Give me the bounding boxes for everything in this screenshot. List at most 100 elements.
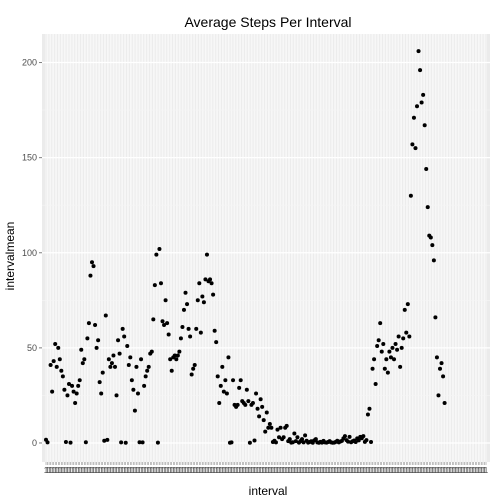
x-tick-label: 1 [231,466,236,475]
x-tick-label: 1 [353,466,358,475]
x-tick-label: 1 [298,466,303,475]
data-point [146,364,151,369]
x-tick-label: 1 [185,466,190,475]
x-tick-label: 1 [65,466,70,475]
x-tick-label: 1 [335,466,340,475]
x-tick-label: 1 [188,466,193,475]
data-point [135,391,140,396]
x-tick-label: 1 [67,466,72,475]
data-point [57,357,62,362]
x-tick-label: 1 [219,466,224,475]
x-tick-label: 1 [306,466,311,475]
x-tick-label: 1 [196,466,201,475]
x-tick-label: 1 [79,466,84,475]
data-point [73,401,78,406]
x-tick-label: 1 [304,466,309,475]
data-point [439,361,444,366]
x-tick-label: 1 [96,466,101,475]
x-tick-label: 1 [314,466,319,475]
x-tick-label: 1 [307,466,312,475]
data-point [277,435,282,440]
x-tick-label: 1 [436,466,441,475]
x-tick-label: 1 [403,466,408,475]
data-point [122,334,127,339]
x-tick-label: 1 [383,466,388,475]
data-point [410,142,415,147]
data-point [367,406,372,411]
data-point [395,347,400,352]
x-tick-label: 1 [137,466,142,475]
data-point [393,342,398,347]
x-tick-label: 1 [386,466,391,475]
data-point [68,440,73,445]
x-tick-label: 1 [100,466,105,475]
x-tick-label: 1 [415,466,420,475]
x-tick-label: 1 [315,466,320,475]
x-tick-label: 1 [148,466,153,475]
data-point [438,366,443,371]
data-point [281,435,286,440]
x-tick-label: 1 [372,466,377,475]
x-tick-label: 1 [363,466,368,475]
data-point [223,378,228,383]
data-point [244,387,249,392]
x-tick-label: 1 [169,466,174,475]
x-tick-label: 1 [338,466,343,475]
data-point [392,357,397,362]
x-tick-label: 1 [78,466,83,475]
data-point [250,401,255,406]
data-point [195,298,200,303]
x-tick-label: 1 [475,466,480,475]
data-point [79,347,84,352]
x-tick-label: 1 [421,466,426,475]
x-tick-label: 1 [473,466,478,475]
data-point [91,264,96,269]
data-point [408,193,413,198]
data-point [399,345,404,350]
data-point [86,321,91,326]
x-tick-label: 1 [171,466,176,475]
x-tick-label: 1 [292,466,297,475]
data-point [74,391,79,396]
x-tick-label: 1 [283,466,288,475]
x-tick-label: 1 [160,466,165,475]
x-tick-label: 1 [286,466,291,475]
x-tick-label: 1 [484,466,489,475]
data-point [197,281,202,286]
x-tick-label: 1 [139,466,144,475]
data-point [381,342,386,347]
data-point [137,440,142,445]
data-point [174,357,179,362]
x-tick-label: 1 [68,466,73,475]
data-point [76,383,81,388]
x-tick-label: 1 [340,466,345,475]
data-point [402,307,407,312]
data-point [191,366,196,371]
data-point [243,402,248,407]
x-tick-label: 1 [358,466,363,475]
data-point [106,357,111,362]
x-tick-label: 1 [108,466,113,475]
data-point [88,273,93,278]
data-point [160,319,165,324]
x-tick-label: 1 [416,466,421,475]
data-point [185,302,190,307]
x-tick-label: 1 [91,466,96,475]
x-tick-label: 1 [401,466,406,475]
x-tick-label: 1 [208,466,213,475]
data-point [404,330,409,335]
data-point [430,243,435,248]
data-point [237,385,242,390]
data-point [119,440,124,445]
data-point [94,345,99,350]
x-tick-label: 1 [317,466,322,475]
x-tick-label: 1 [94,466,99,475]
x-tick-label: 1 [381,466,386,475]
data-point [80,361,85,366]
x-tick-label: 1 [102,466,107,475]
x-tick-label: 1 [278,466,283,475]
data-point [172,353,177,358]
data-point [108,364,113,369]
data-point [200,294,205,299]
x-tick-label: 1 [252,466,257,475]
